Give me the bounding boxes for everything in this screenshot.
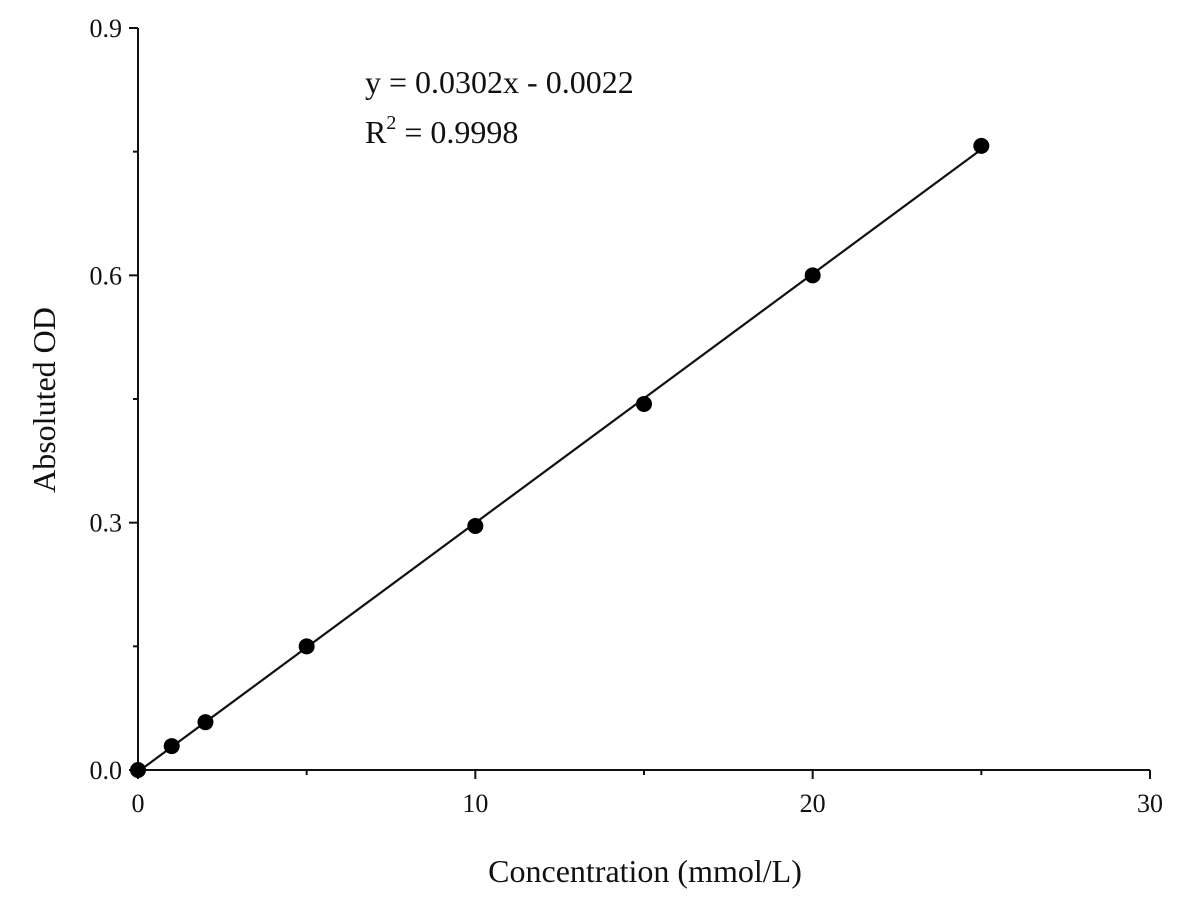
fit-line-group <box>139 148 982 771</box>
r-squared-annotation: R2 = 0.9998 <box>365 112 518 150</box>
r-squared-symbol: R <box>365 114 387 150</box>
x-tick-label: 10 <box>462 789 488 818</box>
x-tick-label: 20 <box>800 789 826 818</box>
data-point <box>163 738 180 755</box>
regression-line <box>139 148 982 771</box>
y-tick-label: 0.0 <box>90 756 123 785</box>
tick-marks <box>129 27 1151 779</box>
data-points <box>130 137 990 778</box>
data-point <box>973 137 990 154</box>
tick-labels: 0 10 20 30 0.0 0.3 0.6 0.9 <box>90 14 1164 818</box>
data-point <box>467 517 484 534</box>
r-squared-exponent: 2 <box>386 112 396 134</box>
data-point <box>130 762 146 778</box>
r-squared-value: = 0.9998 <box>396 114 518 150</box>
x-tick-label: 0 <box>132 789 145 818</box>
x-axis-title: Concentration (mmol/L) <box>488 853 802 889</box>
x-tick-label: 30 <box>1137 789 1163 818</box>
y-tick-label: 0.6 <box>90 261 123 290</box>
data-point <box>197 714 214 731</box>
y-tick-label: 0.3 <box>90 509 123 538</box>
y-tick-label: 0.9 <box>90 14 123 43</box>
data-point <box>804 267 821 284</box>
regression-equation: y = 0.0302x - 0.0022 <box>365 64 634 100</box>
y-axis-title: Absoluted OD <box>26 307 62 493</box>
data-point <box>636 395 652 412</box>
data-point <box>298 638 315 655</box>
